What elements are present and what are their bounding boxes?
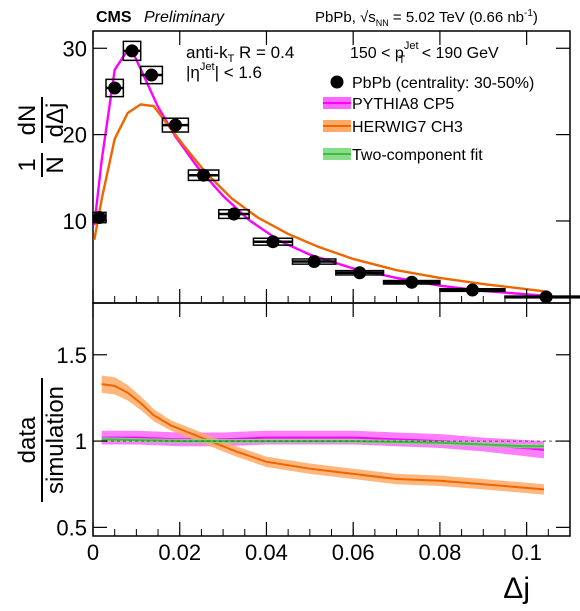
ratio-line-1 — [101, 383, 545, 491]
legend-label-herwig: HERWIG7 CH3 — [352, 119, 463, 136]
pt-sup: Jet — [404, 40, 419, 52]
top-y-label-num: 1 — [14, 158, 41, 171]
energy-sub: NN — [376, 18, 389, 28]
pt-pre: 150 < p — [350, 45, 404, 62]
top-y-label-n: N — [42, 156, 69, 173]
legend-label-fit: Two-component fit — [352, 147, 483, 164]
data-point — [227, 207, 241, 221]
axes-ticks: 0 0.02 0.04 0.06 0.08 0.1 10 20 30 0.5 1 1.5 — [56, 31, 570, 565]
top-plot-area — [92, 40, 580, 304]
eta-pre: |η — [186, 63, 200, 82]
bottom-plot-area — [93, 375, 570, 495]
top-y-axis-label: 1 N dN dΔj — [14, 97, 69, 177]
top-y-tick-label: 30 — [63, 36, 87, 61]
energy-value: = 5.02 TeV (0.66 nb — [389, 9, 524, 26]
data-point — [539, 290, 553, 304]
energy-system: PbPb, √s — [315, 9, 376, 26]
legend-entry-fit: Two-component fit — [323, 147, 483, 164]
energy-sup: -1 — [524, 8, 533, 19]
eta-post: | < 1.6 — [215, 63, 262, 82]
data-point — [197, 168, 211, 182]
top-y-label-dn: dN — [14, 105, 41, 136]
data-point — [168, 118, 182, 132]
x-tick-label: 0.06 — [332, 540, 375, 565]
bottom-y-tick-label: 0.5 — [56, 515, 87, 540]
bottom-y-label-den: simulation — [42, 386, 69, 494]
legend-entry-herwig: HERWIG7 CH3 — [323, 119, 463, 136]
model-curve-1 — [93, 103, 549, 293]
top-y-label-dd: dΔj — [42, 103, 69, 138]
jet-algo-sub: T — [228, 53, 235, 65]
jet-algo-label: anti-kT R = 0.4 — [186, 43, 294, 65]
data-point — [465, 283, 479, 297]
bottom-y-axis-label: data simulation — [14, 378, 69, 502]
x-tick-label: 0.08 — [418, 540, 461, 565]
status-label: Preliminary — [144, 9, 225, 26]
legend-entry-data: PbPb (centrality: 30-50%) — [330, 75, 534, 92]
legend-label-data: PbPb (centrality: 30-50%) — [352, 75, 534, 92]
data-point — [353, 266, 367, 280]
eta-cut-label: |ηJet| < 1.6 — [186, 61, 262, 82]
energy-label: PbPb, √sNN = 5.02 TeV (0.66 nb-1) — [315, 8, 538, 28]
top-y-tick-label: 20 — [63, 123, 87, 148]
x-tick-label: 0.02 — [158, 540, 201, 565]
legend-label-pythia: PYTHIA8 CP5 — [352, 96, 454, 113]
data-point — [266, 235, 280, 249]
pt-post: < 190 GeV — [417, 45, 499, 62]
pt-cut-label: 150 < pJet T < 190 GeV — [350, 40, 499, 66]
data-point — [405, 275, 419, 289]
x-tick-label: 0.04 — [245, 540, 288, 565]
bottom-y-tick-label: 1 — [75, 429, 87, 454]
ratio-band-2 — [101, 437, 544, 449]
top-y-tick-label: 10 — [63, 209, 87, 234]
data-point — [307, 255, 321, 269]
data-point — [93, 211, 107, 225]
bottom-y-label-num: data — [14, 416, 41, 463]
x-tick-label: 0.1 — [511, 540, 542, 565]
experiment-label: CMS — [96, 9, 132, 26]
data-point — [145, 68, 159, 82]
jet-algo-post: R = 0.4 — [234, 43, 294, 62]
eta-sup: Jet — [200, 61, 215, 73]
jet-algo-pre: anti-k — [186, 43, 228, 62]
data-point — [125, 44, 139, 58]
bottom-y-tick-label: 1.5 — [56, 343, 87, 368]
x-axis-label: Δj — [503, 572, 530, 605]
legend-entry-pythia: PYTHIA8 CP5 — [323, 96, 454, 113]
energy-close: ) — [533, 9, 538, 26]
legend-marker-data — [330, 75, 344, 89]
pt-sub: T — [399, 54, 406, 66]
data-point — [108, 81, 122, 95]
legend: PbPb (centrality: 30-50%) PYTHIA8 CP5 HE… — [323, 75, 534, 164]
x-tick-label: 0 — [87, 540, 99, 565]
